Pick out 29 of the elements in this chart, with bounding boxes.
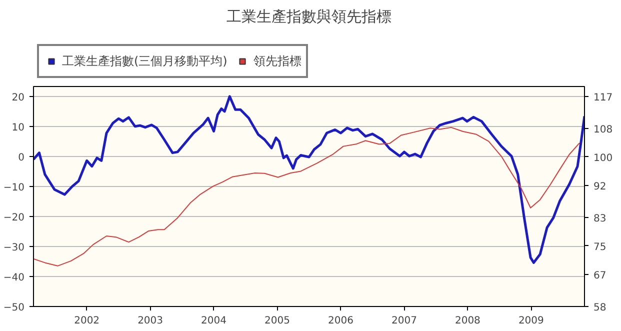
- x-tick-label: 2004: [201, 316, 227, 326]
- y-tick-label: 20: [12, 92, 25, 104]
- y2-tick-label: 83: [594, 214, 606, 225]
- x-tick-label: 2009: [518, 316, 544, 326]
- y2-tick-label: 92: [594, 181, 606, 192]
- y2-tick-label: 58: [594, 302, 606, 314]
- chart-title: 工業生產指數與領先指標: [226, 8, 392, 26]
- y2-tick-label: 75: [594, 242, 606, 253]
- x-tick-label: 2003: [138, 316, 164, 326]
- x-tick-label: 2002: [74, 316, 100, 326]
- y-tick-label: −20: [3, 212, 25, 224]
- x-tick-label: 2008: [454, 316, 480, 326]
- legend-label: 領先指標: [253, 52, 302, 70]
- line-series: [34, 126, 580, 266]
- y-tick-label: 0: [18, 152, 25, 164]
- y-tick-label: −40: [3, 272, 25, 284]
- y2-tick-label: 100: [594, 152, 613, 164]
- legend-label: 工業生產指數(三個月移動平均): [62, 52, 228, 70]
- x-tick-label: 2005: [264, 316, 290, 326]
- y2-tick-label: 117: [594, 92, 613, 104]
- y2-tick-label: 67: [594, 270, 606, 282]
- line-series: [34, 95, 584, 264]
- x-tick-label: 2006: [328, 316, 354, 326]
- y-tick-label: −30: [3, 242, 25, 254]
- x-tick-label: 2007: [391, 316, 417, 326]
- y-tick-label: −50: [3, 302, 25, 314]
- y-tick-label: −10: [3, 182, 25, 194]
- y2-tick-label: 108: [594, 124, 613, 136]
- y-tick-label: 10: [12, 122, 25, 134]
